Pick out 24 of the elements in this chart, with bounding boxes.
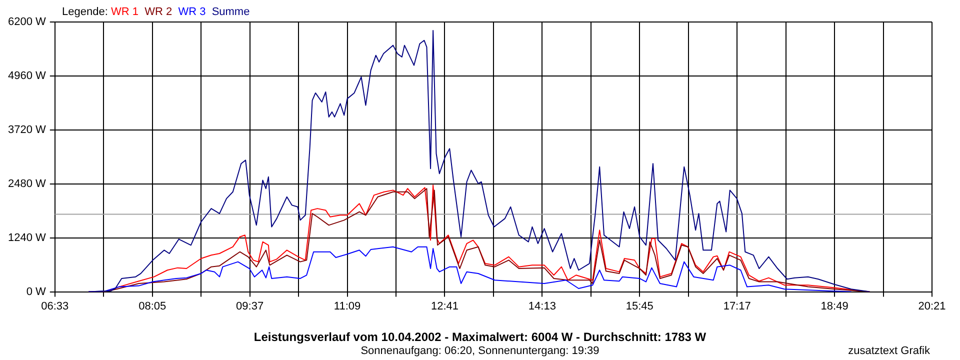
y-tick-label: 6200 W — [8, 16, 47, 28]
y-tick-label: 4960 W — [8, 70, 47, 82]
y-tick-label: 2480 W — [8, 178, 47, 190]
y-tick-label: 0 W — [26, 286, 47, 298]
text: zusatztext Grafik — [848, 345, 930, 357]
x-tick-label: 09:37 — [236, 300, 264, 312]
text: Sonnenaufgang: 06:20, Sonnenuntergang: 19:39 — [360, 345, 600, 357]
y-tick-label: 3720 W — [8, 124, 47, 136]
text: Summe — [212, 6, 250, 18]
x-tick-label: 11:09 — [334, 300, 361, 312]
text: WR 1 — [110, 6, 138, 18]
legend-title: Legende: — [62, 6, 109, 18]
x-tick-label: 15:45 — [626, 300, 654, 312]
x-tick-label: 18:49 — [820, 300, 848, 312]
text: Leistungsverlauf vom 10.04.2002 - Maximalwert: 6004 W - Durchschnitt: 1783 W — [252, 330, 708, 344]
x-tick-label: 17:17 — [723, 300, 751, 312]
text: WR 3 — [178, 6, 206, 18]
x-tick-label: 20:21 — [918, 300, 946, 312]
x-tick-label: 08:05 — [138, 300, 166, 312]
text: WR 2 — [144, 6, 172, 18]
x-tick-label: 06:33 — [41, 300, 69, 312]
x-tick-label: 14:13 — [528, 300, 556, 312]
x-tick-label: 12:41 — [430, 300, 458, 312]
y-tick-label: 1240 W — [8, 232, 47, 244]
